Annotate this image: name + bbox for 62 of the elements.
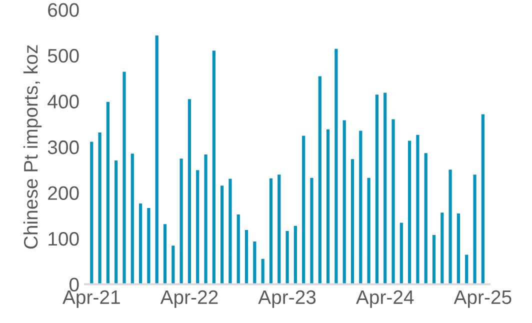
bar bbox=[366, 176, 372, 284]
bar bbox=[260, 257, 266, 284]
x-tick-label: Apr-22 bbox=[160, 290, 218, 308]
bar bbox=[162, 222, 168, 284]
bar bbox=[105, 100, 111, 284]
y-tick-label: 300 bbox=[48, 140, 79, 154]
bar bbox=[464, 253, 470, 284]
bar bbox=[439, 211, 446, 284]
bar bbox=[170, 244, 176, 284]
bar bbox=[300, 134, 307, 284]
y-tick-label: 0 bbox=[70, 278, 79, 292]
bar bbox=[244, 228, 250, 284]
bar bbox=[219, 184, 226, 284]
bar bbox=[472, 173, 478, 284]
bar bbox=[431, 234, 437, 284]
bar bbox=[268, 176, 274, 284]
bar bbox=[235, 213, 242, 284]
x-tick-label: Apr-24 bbox=[356, 290, 414, 308]
bar bbox=[138, 202, 144, 284]
bar bbox=[447, 168, 454, 284]
x-tick-label: Apr-23 bbox=[258, 290, 316, 308]
bar bbox=[398, 221, 404, 284]
bar bbox=[374, 93, 380, 284]
bar bbox=[113, 159, 120, 284]
bar bbox=[276, 173, 282, 284]
bar bbox=[292, 224, 298, 284]
y-axis-title: Chinese Pt imports, koz bbox=[23, 45, 42, 249]
bar bbox=[96, 131, 103, 284]
bar bbox=[88, 140, 95, 284]
bar bbox=[341, 118, 348, 284]
bar bbox=[350, 158, 356, 284]
bar bbox=[456, 212, 462, 284]
bar bbox=[146, 206, 152, 284]
bar bbox=[308, 176, 315, 284]
bar bbox=[202, 153, 209, 284]
bar bbox=[406, 139, 412, 284]
bar bbox=[480, 112, 486, 284]
x-tick-label: Apr-21 bbox=[62, 290, 120, 308]
bar bbox=[390, 118, 396, 284]
x-tick-label: Apr-25 bbox=[454, 290, 512, 308]
bar bbox=[121, 70, 128, 284]
bar bbox=[227, 177, 234, 284]
bar bbox=[325, 128, 331, 284]
bar bbox=[382, 91, 388, 284]
bar bbox=[358, 129, 364, 284]
bar bbox=[316, 74, 323, 284]
bar bbox=[194, 168, 201, 284]
y-tick-label: 500 bbox=[48, 48, 79, 63]
bar bbox=[129, 152, 136, 284]
bar bbox=[186, 98, 192, 284]
bar bbox=[284, 230, 290, 284]
y-tick-label: 400 bbox=[48, 94, 79, 108]
bar bbox=[154, 34, 160, 284]
y-tick-label: 200 bbox=[48, 186, 79, 200]
bar bbox=[422, 152, 429, 284]
bar bbox=[252, 240, 258, 284]
y-tick-label: 600 bbox=[48, 3, 79, 17]
bar bbox=[414, 133, 421, 284]
bar bbox=[333, 47, 340, 284]
bar bbox=[178, 157, 184, 284]
bar bbox=[210, 49, 217, 284]
y-tick-label: 100 bbox=[48, 232, 79, 246]
